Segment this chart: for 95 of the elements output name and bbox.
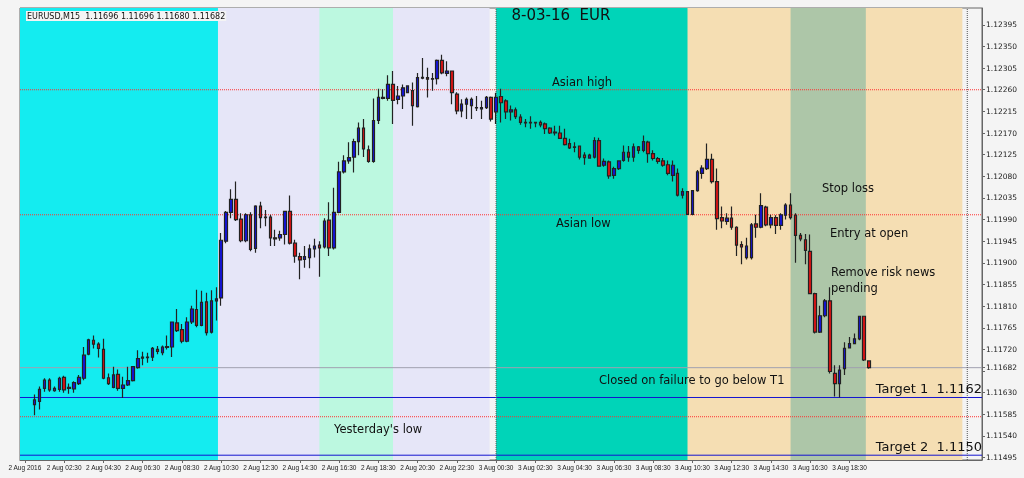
candlestick: [542, 121, 548, 135]
candlestick: [577, 144, 582, 161]
candlestick: [61, 375, 67, 394]
candlestick: [91, 334, 96, 350]
candlestick: [376, 88, 381, 125]
candlestick: [803, 233, 808, 265]
candlestick: [145, 352, 150, 364]
candlestick: [562, 128, 568, 147]
candlestick: [636, 145, 641, 155]
candlestick: [729, 205, 734, 231]
candlestick: [390, 70, 396, 125]
annotation: Entry at open: [830, 226, 909, 240]
candlestick: [101, 338, 106, 380]
candlestick: [258, 201, 263, 229]
candlestick: [842, 341, 847, 376]
candlestick: [371, 97, 376, 164]
candlestick: [204, 292, 209, 337]
candlestick: [464, 96, 469, 120]
candlestick: [268, 214, 273, 247]
ref-line-label: Target 1 1.1162: [874, 381, 982, 397]
candlestick: [552, 125, 558, 137]
candlestick: [528, 115, 533, 130]
candlestick: [493, 92, 499, 125]
candlestick: [37, 385, 42, 411]
candlestick: [469, 96, 474, 120]
candlestick: [86, 338, 91, 356]
candlestick: [400, 83, 406, 110]
ref-line-label: Target 2 1.1150: [874, 439, 982, 455]
candlestick: [307, 243, 312, 269]
candlestick: [587, 153, 592, 160]
candlestick: [793, 212, 798, 264]
candlestick: [513, 106, 518, 120]
candlestick: [626, 145, 631, 163]
candlestick: [248, 211, 253, 252]
candlestick: [366, 144, 371, 164]
candlestick: [106, 372, 111, 386]
candlestick: [209, 289, 214, 335]
candlestick: [547, 126, 553, 135]
candlestick: [680, 187, 685, 200]
candlestick: [52, 385, 57, 393]
candlestick: [847, 336, 852, 350]
candlestick: [827, 286, 833, 375]
candlestick: [734, 225, 739, 257]
candlestick: [533, 121, 538, 128]
candlestick: [788, 192, 793, 221]
candlestick: [685, 191, 690, 216]
candlestick: [695, 169, 700, 193]
candlestick: [582, 151, 587, 166]
candlestick: [474, 95, 479, 112]
candlestick: [420, 57, 425, 80]
candlestick: [317, 240, 322, 278]
candlestick: [596, 137, 602, 168]
candlestick: [194, 289, 199, 328]
candlestick: [140, 351, 145, 366]
candlestick: [479, 100, 484, 120]
annotation: Yesterday's low: [333, 422, 423, 436]
candlestick: [739, 240, 744, 265]
candlestick: [361, 118, 366, 158]
candlestick: [199, 290, 204, 327]
candlestick: [32, 394, 37, 416]
candlestick: [690, 189, 695, 216]
candlestick: [454, 91, 460, 115]
chart-title: 8-03-16 EUR: [511, 5, 611, 24]
candlestick: [606, 159, 612, 180]
candlestick: [852, 332, 857, 345]
annotation: Remove risk news pending: [831, 265, 936, 295]
candlestick: [631, 143, 636, 163]
candlestick: [837, 364, 842, 399]
annotation: Asian low: [556, 216, 611, 230]
candlestick: [253, 204, 258, 254]
candlestick: [263, 209, 268, 227]
candlestick: [96, 341, 101, 359]
candlestick: [773, 214, 779, 235]
candlestick: [150, 346, 155, 362]
candlestick: [572, 141, 577, 153]
candlestick: [312, 238, 317, 259]
candlestick: [488, 95, 494, 123]
candlestick: [832, 364, 838, 398]
candlestick: [47, 377, 52, 393]
candlestick: [415, 72, 420, 109]
candlestick: [518, 113, 523, 126]
candlestick: [744, 237, 749, 261]
candlestick: [57, 376, 62, 393]
candlestick: [498, 88, 504, 124]
chart-subtitle: EURUSD,M15 1.11696 1.11696 1.11680 1.11682: [27, 11, 226, 21]
candlestick: [798, 232, 803, 242]
candlestick: [81, 346, 87, 381]
candlestick: [111, 366, 116, 389]
annotation: Asian high: [552, 75, 613, 89]
candlestick: [523, 118, 528, 128]
candlestick: [410, 81, 415, 127]
candlestick: [425, 67, 430, 99]
candlestick: [42, 377, 47, 393]
candlestick: [155, 345, 160, 355]
annotation: Stop loss: [822, 181, 875, 195]
